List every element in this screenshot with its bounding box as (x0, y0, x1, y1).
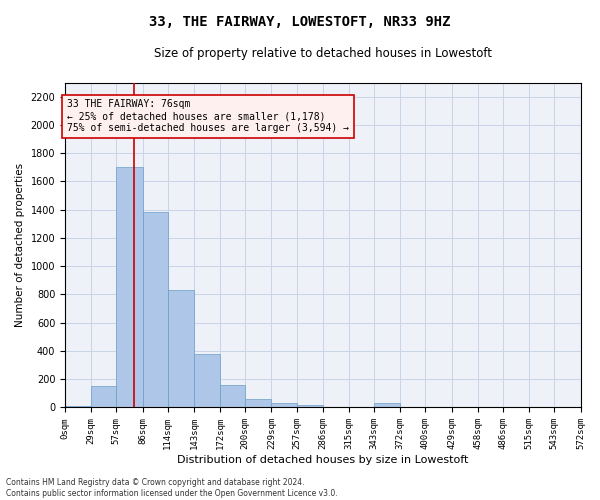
Title: Size of property relative to detached houses in Lowestoft: Size of property relative to detached ho… (154, 48, 492, 60)
Bar (116, 168, 143, 408)
Bar (374, 403, 400, 407)
Bar (143, 212, 168, 408)
Text: 33, THE FAIRWAY, LOWESTOFT, NR33 9HZ: 33, THE FAIRWAY, LOWESTOFT, NR33 9HZ (149, 15, 451, 29)
Text: 33 THE FAIRWAY: 76sqm
← 25% of detached houses are smaller (1,178)
75% of semi-d: 33 THE FAIRWAY: 76sqm ← 25% of detached … (67, 100, 349, 132)
Bar (220, 385, 245, 407)
X-axis label: Distribution of detached houses by size in Lowestoft: Distribution of detached houses by size … (177, 455, 469, 465)
Bar (65, 406, 91, 407)
Bar (91, 386, 116, 407)
Y-axis label: Number of detached properties: Number of detached properties (15, 163, 25, 327)
Bar (194, 354, 220, 408)
Text: Contains HM Land Registry data © Crown copyright and database right 2024.
Contai: Contains HM Land Registry data © Crown c… (6, 478, 338, 498)
Bar (245, 399, 271, 407)
Bar (296, 404, 323, 407)
Bar (271, 403, 296, 407)
Bar (168, 290, 194, 408)
